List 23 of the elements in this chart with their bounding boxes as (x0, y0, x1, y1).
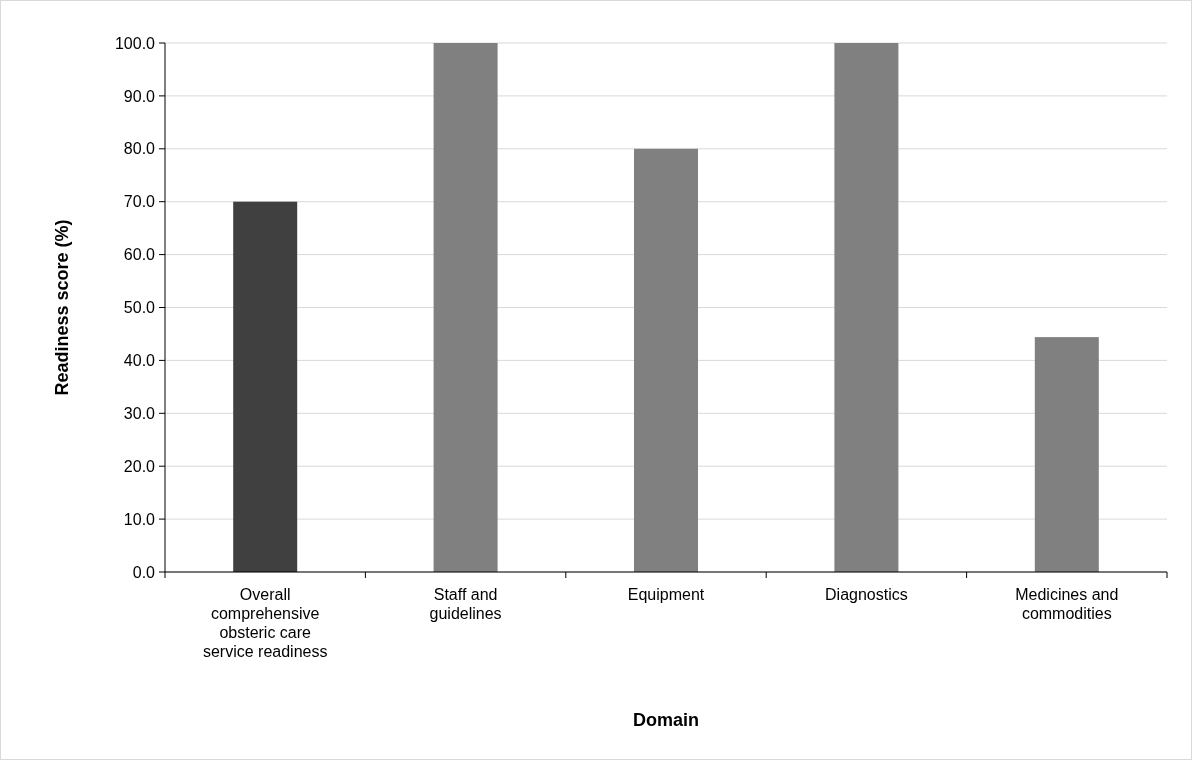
bar (634, 148, 698, 572)
y-tick-label: 50.0 (123, 299, 156, 317)
y-tick-label: 40.0 (123, 352, 156, 369)
y-tick-label: 100.0 (114, 34, 156, 52)
y-tick-label: 70.0 (123, 193, 156, 211)
y-tick-label: 30.0 (123, 404, 156, 422)
y-tick-label: 20.0 (123, 457, 156, 475)
y-tick-label: 90.0 (123, 87, 156, 105)
bar (433, 43, 498, 572)
y-tick-label: 10.0 (123, 510, 156, 528)
bar (233, 201, 298, 572)
y-tick-label: 0.0 (132, 563, 156, 581)
y-axis-title: Readiness score (%) (52, 219, 72, 396)
bar (1034, 337, 1099, 572)
x-tick-label: Medicines and commodities (1015, 586, 1119, 622)
y-tick-label: 80.0 (123, 140, 156, 158)
x-axis-title: Domain (632, 710, 700, 730)
y-tick-label: 60.0 (123, 246, 156, 264)
bar (834, 43, 899, 572)
x-tick-label: Equipment (627, 586, 705, 603)
x-tick-label: Overall comprehensive obsteric care service readiness (202, 586, 328, 660)
x-tick-label: Staff and guidelines (429, 586, 502, 622)
x-tick-label: Diagnostics (825, 586, 908, 603)
